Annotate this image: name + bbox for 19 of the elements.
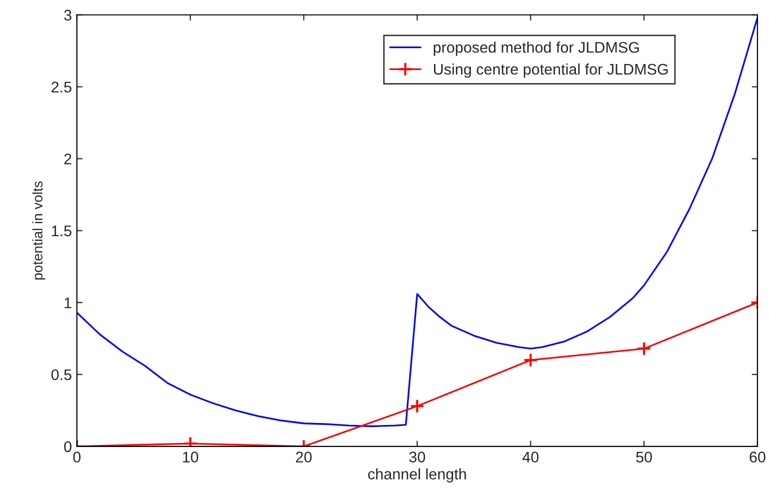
line-series [76, 16, 758, 428]
x-axis-title: channel length [368, 468, 466, 483]
x-tick-label: 60 [750, 452, 766, 462]
y-tick-label: 3 [64, 10, 72, 21]
y-tick-label: 1.5 [52, 226, 72, 236]
y-axis-title: potential in volts [32, 181, 46, 280]
y-tick-label: 0.5 [51, 369, 72, 380]
x-tick-label: 10 [182, 452, 198, 462]
x-tick-label: 40 [522, 452, 539, 462]
x-tick-label: 0 [73, 452, 81, 462]
y-tick-label: 2.5 [52, 82, 72, 92]
y-tick-label: 0 [64, 441, 72, 452]
x-tick-label: 20 [296, 452, 312, 462]
x-tick-label: 50 [636, 452, 652, 462]
y-tick-label: 1 [64, 298, 72, 308]
legend-label: Using centre potential for JLDMSG [434, 63, 668, 78]
y-tick-label: 2 [64, 154, 72, 164]
legend-label: proposed method for JLDMSG [434, 42, 639, 56]
x-tick-label: 30 [409, 452, 426, 462]
